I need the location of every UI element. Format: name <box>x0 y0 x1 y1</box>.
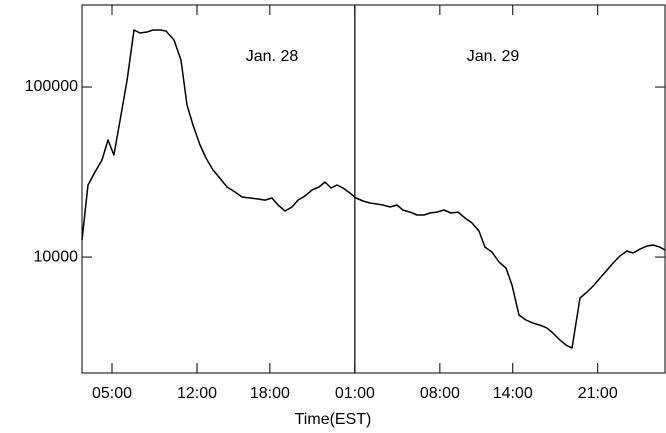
x-tick-label: 01:00 <box>335 385 375 402</box>
plot-frame <box>81 4 666 374</box>
data-line <box>81 29 666 349</box>
y-tick-label: 100000 <box>25 78 78 95</box>
x-tick-label: 18:00 <box>250 385 290 402</box>
annotation: Jan. 29 <box>467 48 520 65</box>
x-axis-label: Time(EST) <box>295 411 372 428</box>
x-tick-label: 14:00 <box>493 385 533 402</box>
annotation: Jan. 28 <box>246 48 299 65</box>
x-tick-label: 12:00 <box>177 385 217 402</box>
x-tick-label: 05:00 <box>92 385 132 402</box>
x-tick-label: 21:00 <box>578 385 618 402</box>
x-tick-label: 08:00 <box>420 385 460 402</box>
y-tick-label: 10000 <box>34 248 79 265</box>
